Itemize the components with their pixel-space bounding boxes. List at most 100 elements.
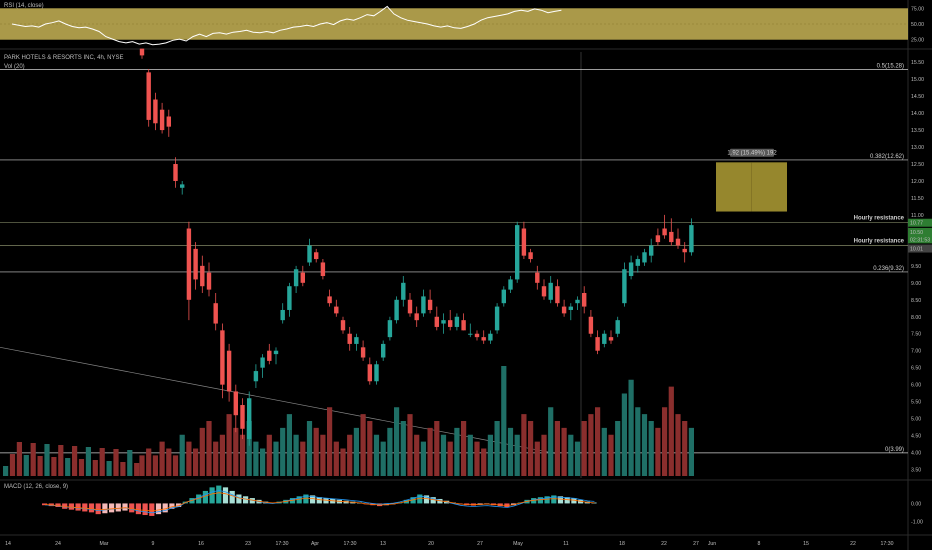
macd-histogram-bar xyxy=(102,503,108,514)
macd-histogram-bar xyxy=(316,497,322,504)
volume-bar xyxy=(608,434,614,476)
candle-body xyxy=(180,184,185,188)
candle-body xyxy=(635,259,640,266)
candle-body xyxy=(582,293,587,307)
volume-bar xyxy=(601,427,607,476)
x-tick-label: Jun xyxy=(708,541,716,547)
volume-title: Vol (20) xyxy=(4,64,25,70)
volume-bar xyxy=(641,414,648,476)
x-tick-label: 13 xyxy=(380,541,386,547)
volume-bar xyxy=(568,434,574,476)
rsi-tick-label: 75.00 xyxy=(911,6,924,12)
volume-bar xyxy=(501,366,507,476)
x-tick-label: 22 xyxy=(850,541,856,547)
volume-bar xyxy=(233,427,239,476)
macd-histogram-bar xyxy=(82,503,88,512)
price-tick-label: 14.50 xyxy=(911,94,924,100)
price-tick-label: 15.50 xyxy=(911,60,924,66)
candle-body xyxy=(347,333,352,344)
x-tick-label: 22 xyxy=(661,541,667,547)
rsi-line xyxy=(11,5,562,46)
candle-body xyxy=(622,269,627,304)
macd-histogram-bar xyxy=(544,496,550,504)
macd-histogram-bar xyxy=(115,503,121,512)
price-tick-label: 11.00 xyxy=(911,213,924,219)
x-tick-label: May xyxy=(513,541,523,547)
volume-bar xyxy=(193,448,199,476)
volume-bar xyxy=(434,421,440,476)
volume-bar xyxy=(420,441,426,476)
volume-bar xyxy=(521,414,527,476)
candle-body xyxy=(287,286,292,310)
volume-bar xyxy=(293,434,299,476)
volume-bar xyxy=(152,455,158,476)
price-tick-label: 8.00 xyxy=(911,315,921,321)
macd-histogram-bar xyxy=(557,496,564,504)
volume-bar xyxy=(213,441,219,476)
volume-bar xyxy=(615,421,621,476)
macd-histogram-bar xyxy=(169,503,175,509)
macd-histogram-bar xyxy=(162,503,168,513)
macd-histogram-bar xyxy=(196,494,202,504)
volume-bar xyxy=(461,421,467,476)
macd-histogram-bar xyxy=(75,503,81,511)
x-tick-label: 16 xyxy=(198,541,204,547)
price-tick-label: 13.00 xyxy=(911,145,924,151)
volume-bar xyxy=(199,427,205,476)
macd-histogram-bar xyxy=(578,499,584,504)
candle-body xyxy=(387,320,393,338)
candle-body xyxy=(314,252,319,260)
volume-bar xyxy=(92,460,98,476)
price-tag-bg xyxy=(908,244,932,253)
macd-histogram-bar xyxy=(88,503,95,513)
volume-bar xyxy=(394,407,400,476)
volume-bar xyxy=(9,454,16,476)
rsi-legend: RSI (14, close) xyxy=(4,3,44,9)
volume-bar xyxy=(534,441,540,476)
candle-body xyxy=(307,245,312,263)
volume-bar xyxy=(481,448,487,476)
signal-line xyxy=(44,492,595,512)
macd-histogram-bar xyxy=(68,503,74,510)
price-tick-label: 4.00 xyxy=(911,451,921,457)
candle-body xyxy=(360,347,366,358)
volume-bar xyxy=(380,441,386,476)
volume-bar xyxy=(581,421,587,476)
volume-bar xyxy=(467,434,473,476)
price-tag-bg xyxy=(908,227,932,236)
volume-bar xyxy=(226,414,232,476)
candle-body xyxy=(474,333,480,338)
volume-bar xyxy=(574,441,581,476)
volume-bar xyxy=(300,441,306,476)
candle-body xyxy=(367,364,372,382)
candle-body xyxy=(575,299,580,304)
measure-label-bg xyxy=(730,148,774,157)
volume-bar xyxy=(37,456,43,476)
macd-histogram-bar xyxy=(564,497,570,504)
macd-histogram-bar xyxy=(229,490,235,504)
macd-histogram-bar xyxy=(122,503,128,511)
volume-legend: Vol (20) xyxy=(4,64,25,70)
x-tick-label: 23 xyxy=(245,541,251,547)
volume-bar xyxy=(528,421,534,476)
volume-bar xyxy=(561,427,567,476)
volume-bar xyxy=(333,441,339,476)
candle-body xyxy=(300,272,305,283)
macd-legend: MACD (12, 26, close, 9) xyxy=(4,484,68,490)
candle-body xyxy=(233,391,238,416)
candle-body xyxy=(273,350,279,355)
candle-body xyxy=(528,252,533,260)
volume-bar xyxy=(548,407,554,476)
rsi-tick-label: 25.00 xyxy=(911,38,924,44)
macd-title: MACD (12, 26, close, 9) xyxy=(4,484,69,490)
volume-bar xyxy=(507,427,514,476)
macd-histogram-bar xyxy=(62,503,68,509)
macd-histogram-bar xyxy=(243,496,249,504)
candle-body xyxy=(253,371,259,382)
candle-body xyxy=(327,296,332,304)
x-tick-label: 11 xyxy=(563,541,568,547)
volume-bar xyxy=(628,379,634,476)
candle-body xyxy=(334,306,339,314)
